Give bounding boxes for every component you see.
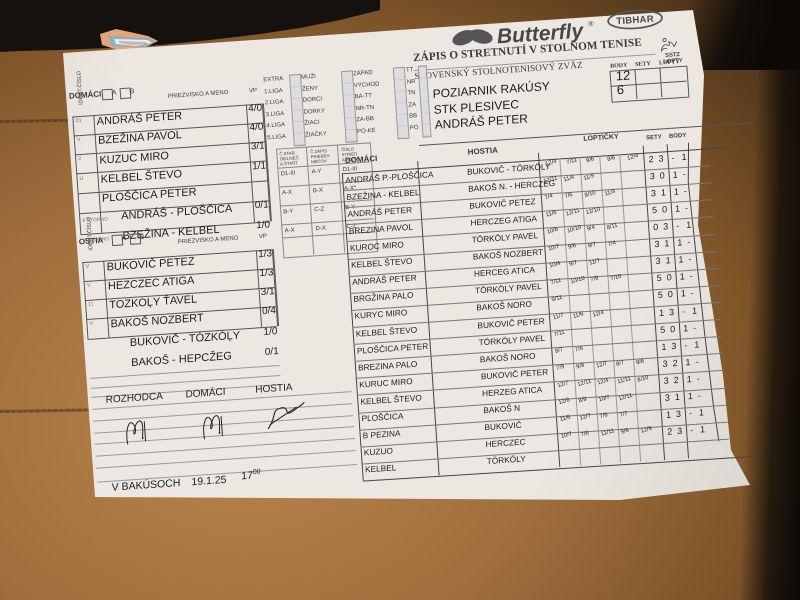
svg-text:®: ® [588,19,595,28]
svg-text:TIBHAR: TIBHAR [616,14,654,28]
